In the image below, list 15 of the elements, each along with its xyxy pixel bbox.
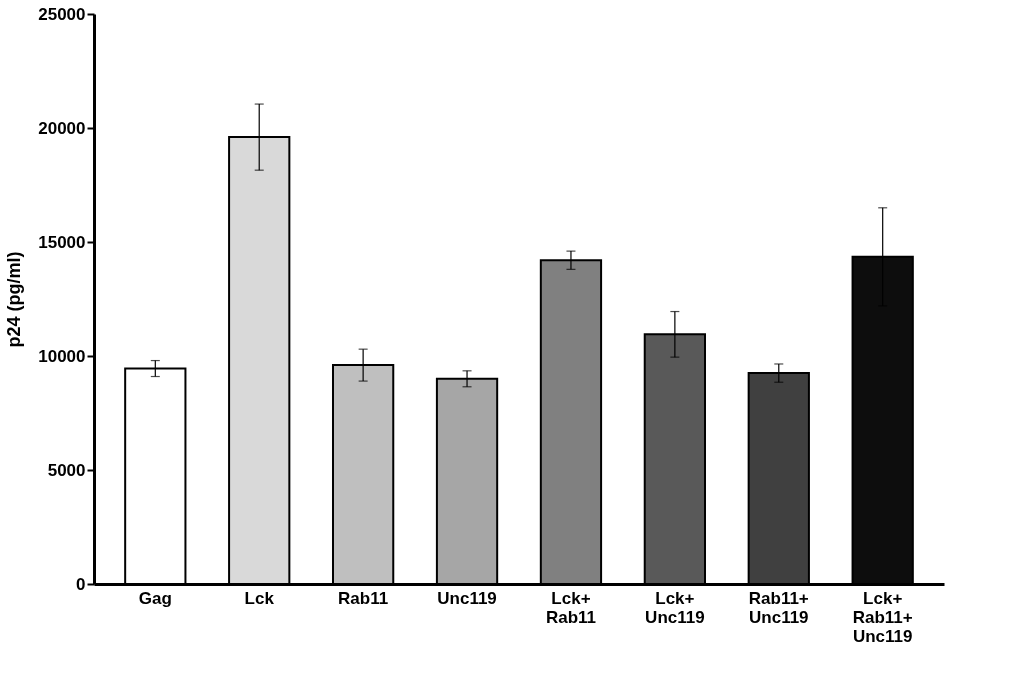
y-tick-label: 0 — [76, 574, 86, 594]
x-tick-label: Lck+ Unc119 — [645, 588, 705, 627]
y-tick-label: 25000 — [38, 4, 86, 24]
y-tick-label: 5000 — [47, 460, 86, 480]
y-tick-label: 10000 — [38, 346, 86, 366]
y-axis-title: p24 (pg/ml) — [4, 251, 25, 348]
x-tick-label: Rab11+ Unc119 — [748, 588, 809, 627]
y-tick-label: 20000 — [38, 118, 86, 138]
x-tick-label: Lck — [244, 588, 275, 608]
x-tick-label: Rab11 — [338, 588, 389, 608]
x-tick-label: Lck+ Rab11+ Unc119 — [852, 588, 913, 646]
x-tick-label: Unc119 — [437, 588, 497, 608]
y-tick-label: 15000 — [38, 232, 86, 252]
x-tick-label: Lck+ Rab11 — [545, 588, 596, 627]
x-tick-label: Gag — [138, 588, 172, 608]
